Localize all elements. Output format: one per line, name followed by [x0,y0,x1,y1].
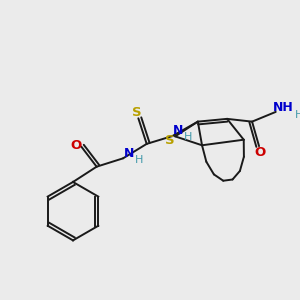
Text: H: H [135,155,143,165]
Text: NH: NH [273,101,294,114]
Text: S: S [132,106,142,119]
Text: O: O [70,139,81,152]
Text: S: S [165,134,174,147]
Text: N: N [124,147,134,160]
Text: O: O [254,146,265,159]
Text: N: N [173,124,184,137]
Text: H: H [184,133,193,142]
Text: H: H [295,110,300,120]
